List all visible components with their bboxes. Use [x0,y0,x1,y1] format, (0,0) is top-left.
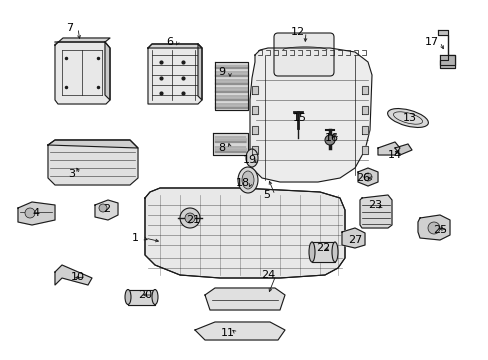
Polygon shape [55,38,110,45]
Text: 2: 2 [103,204,110,214]
Polygon shape [18,202,55,225]
Text: 25: 25 [432,225,446,235]
Circle shape [25,208,35,218]
Polygon shape [377,142,399,155]
Text: 8: 8 [218,143,225,153]
Text: 23: 23 [367,200,381,210]
Text: 4: 4 [32,208,40,218]
Polygon shape [361,86,367,94]
Polygon shape [215,73,247,76]
Polygon shape [361,126,367,134]
Polygon shape [215,77,247,80]
Polygon shape [195,322,285,340]
Text: 11: 11 [221,328,235,338]
Circle shape [363,173,371,181]
Ellipse shape [387,109,427,127]
Polygon shape [394,144,411,155]
Text: 19: 19 [243,155,257,165]
Polygon shape [417,215,449,240]
Text: 7: 7 [66,23,73,33]
Circle shape [427,222,439,234]
Polygon shape [215,89,247,92]
Polygon shape [251,146,258,154]
Text: 12: 12 [290,27,305,37]
Polygon shape [357,168,377,186]
Polygon shape [128,290,155,305]
Ellipse shape [125,289,131,305]
Circle shape [325,135,334,145]
Text: 17: 17 [424,37,438,47]
Text: 22: 22 [315,243,329,253]
Polygon shape [148,44,202,104]
Polygon shape [251,86,258,94]
Polygon shape [55,42,110,104]
Polygon shape [48,140,138,185]
Text: 18: 18 [235,178,249,188]
Text: 16: 16 [325,133,338,143]
Text: 20: 20 [138,290,152,300]
Polygon shape [215,62,247,110]
Polygon shape [215,69,247,72]
Circle shape [180,208,200,228]
Polygon shape [145,188,345,278]
Polygon shape [204,288,285,310]
Text: 14: 14 [387,150,401,160]
Ellipse shape [308,242,314,262]
FancyBboxPatch shape [273,33,333,76]
Ellipse shape [331,242,337,262]
Polygon shape [215,105,247,108]
Polygon shape [361,106,367,114]
Polygon shape [215,65,247,68]
Text: 1: 1 [131,233,138,243]
Polygon shape [215,138,245,142]
Polygon shape [213,133,247,155]
Polygon shape [215,97,247,100]
Polygon shape [215,148,245,152]
Polygon shape [439,55,454,68]
Polygon shape [341,228,364,248]
Ellipse shape [152,289,158,305]
Polygon shape [95,200,118,220]
Text: 26: 26 [355,173,369,183]
Text: 13: 13 [402,113,416,123]
Polygon shape [55,265,92,285]
Polygon shape [215,133,245,137]
Polygon shape [215,81,247,84]
Polygon shape [251,126,258,134]
Ellipse shape [242,171,253,189]
Polygon shape [215,101,247,104]
Polygon shape [251,106,258,114]
Text: 6: 6 [166,37,173,47]
Text: 5: 5 [263,190,270,200]
Polygon shape [198,44,202,100]
Polygon shape [361,146,367,154]
Polygon shape [148,44,202,48]
Text: 24: 24 [260,270,275,280]
Polygon shape [215,143,245,147]
Polygon shape [437,30,454,65]
Polygon shape [215,85,247,88]
Text: 10: 10 [71,272,85,282]
Text: 21: 21 [185,215,200,225]
Ellipse shape [238,167,258,193]
Polygon shape [105,42,110,100]
Polygon shape [215,93,247,96]
Polygon shape [359,195,391,228]
Text: 3: 3 [68,169,75,179]
Text: 15: 15 [292,113,306,123]
Ellipse shape [245,149,258,167]
Polygon shape [311,242,334,262]
Text: 27: 27 [347,235,362,245]
Circle shape [184,213,195,223]
Circle shape [99,204,107,212]
Text: 9: 9 [218,67,225,77]
Polygon shape [48,140,138,148]
Polygon shape [249,48,371,182]
